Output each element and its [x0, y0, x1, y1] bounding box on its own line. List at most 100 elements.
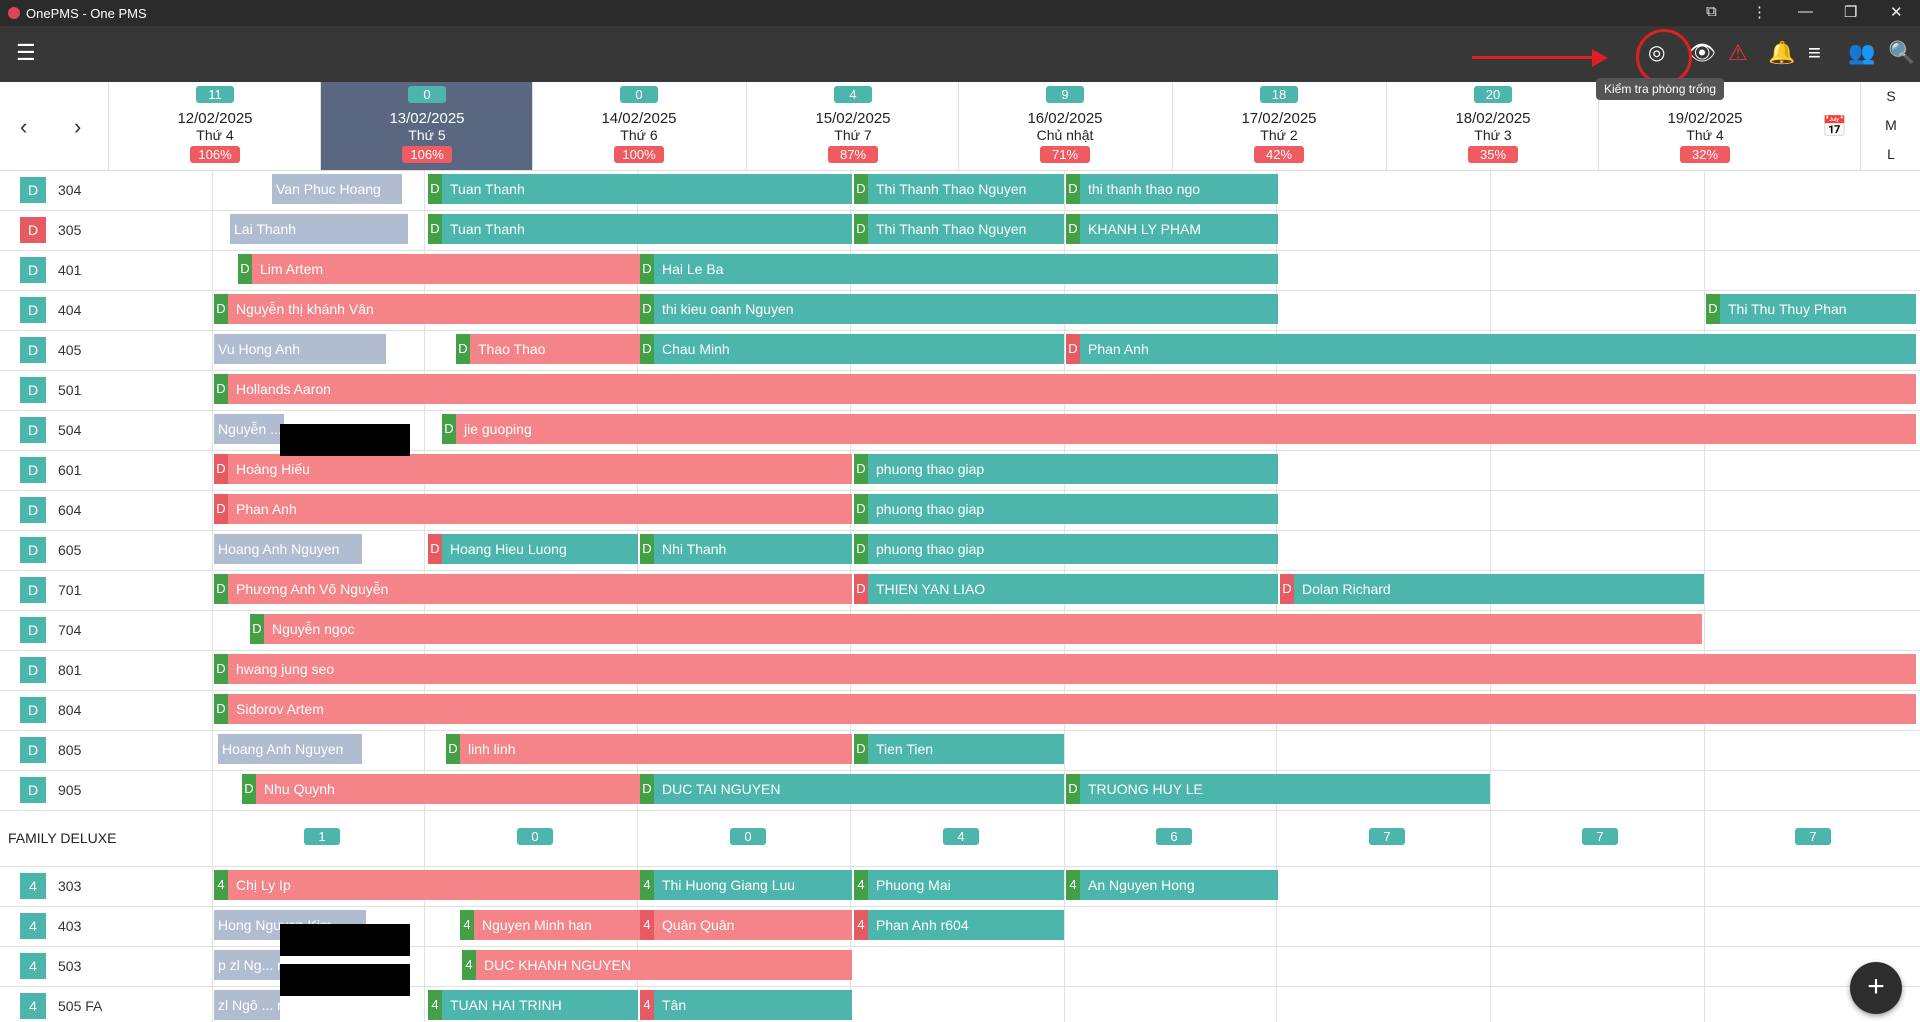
more-options-icon[interactable]: ⋮: [1752, 4, 1767, 21]
restore-button[interactable]: ❐: [1844, 4, 1858, 21]
next-arrow-icon[interactable]: ›: [74, 114, 82, 139]
room-status-badge[interactable]: D: [20, 737, 46, 763]
prev-arrow-icon[interactable]: ‹: [20, 114, 28, 139]
booking-bar[interactable]: D Chau Minh: [640, 334, 1064, 364]
booking-bar[interactable]: D Thi Thanh Thao Nguyen: [854, 174, 1064, 204]
booking-bar[interactable]: D Nhi Thanh: [640, 534, 852, 564]
date-column[interactable]: 0 13/02/2025 Thứ 5 106%: [320, 82, 533, 170]
list-icon[interactable]: ≡: [1808, 40, 1821, 65]
eye-icon[interactable]: 👁: [1688, 40, 1716, 65]
room-status-badge[interactable]: D: [20, 417, 46, 443]
booking-bar[interactable]: Nguyễn ...: [214, 414, 284, 444]
calendar-icon[interactable]: 📅: [1822, 116, 1847, 138]
booking-bar[interactable]: Hoang Anh Nguyen: [218, 734, 362, 764]
notification-bell-icon[interactable]: 🔔: [1768, 40, 1796, 65]
room-status-badge[interactable]: D: [20, 657, 46, 683]
booking-bar[interactable]: 4 Phuong Mai: [854, 870, 1064, 900]
booking-bar[interactable]: D Phương Anh Võ Nguyễn: [214, 574, 852, 604]
date-column[interactable]: 0 14/02/2025 Thứ 6 100%: [532, 82, 745, 170]
booking-bar[interactable]: D Hollands Aaron: [214, 374, 1916, 404]
booking-bar[interactable]: Lai Thanh: [230, 214, 408, 244]
date-column[interactable]: 19/02/2025 Thứ 4 32%: [1598, 82, 1811, 170]
booking-bar[interactable]: D KHANH LY PHAM: [1066, 214, 1278, 244]
booking-bar[interactable]: D Hai Le Ba: [640, 254, 1278, 284]
booking-bar[interactable]: D Phan Anh: [1066, 334, 1916, 364]
booking-bar[interactable]: D TRUONG HUY LE: [1066, 774, 1490, 804]
date-column[interactable]: 4 15/02/2025 Thứ 7 87%: [746, 82, 959, 170]
date-column[interactable]: 9 16/02/2025 Chủ nhật 71%: [958, 82, 1171, 170]
minimize-button[interactable]: —: [1798, 3, 1813, 20]
booking-bar[interactable]: D Phan Anh: [214, 494, 852, 524]
room-status-badge[interactable]: D: [20, 377, 46, 403]
booking-bar[interactable]: 4 DUC KHANH NGUYEN: [462, 950, 852, 980]
booking-bar[interactable]: Van Phuc Hoang: [272, 174, 402, 204]
date-column[interactable]: 11 12/02/2025 Thứ 4 106%: [108, 82, 321, 170]
booking-bar[interactable]: D THIEN YAN LIAO: [854, 574, 1278, 604]
booking-bar[interactable]: D Thao Thao: [456, 334, 640, 364]
booking-bar[interactable]: D Tuan Thanh: [428, 174, 852, 204]
booking-bar[interactable]: D Dolan Richard: [1280, 574, 1704, 604]
add-guest-icon[interactable]: 👥: [1848, 40, 1876, 65]
booking-bar[interactable]: 4 Chị Ly Ip: [214, 870, 640, 900]
room-status-badge[interactable]: D: [20, 297, 46, 323]
booking-bar[interactable]: D Thi Thu Thuy Phan: [1706, 294, 1916, 324]
booking-bar[interactable]: D DUC TAI NGUYEN: [640, 774, 1064, 804]
booking-bar[interactable]: D Nhu Quynh: [242, 774, 640, 804]
booking-bar[interactable]: Hoang Anh Nguyen: [214, 534, 362, 564]
room-status-badge[interactable]: 4: [20, 873, 46, 899]
room-status-badge[interactable]: D: [20, 777, 46, 803]
room-status-badge[interactable]: D: [20, 177, 46, 203]
size-l-button[interactable]: L: [1887, 146, 1895, 162]
booking-bar[interactable]: 4 An Nguyen Hong: [1066, 870, 1278, 900]
date-column[interactable]: 20 18/02/2025 Thứ 3 35%: [1386, 82, 1599, 170]
booking-bar[interactable]: D Hoang Hieu Luong: [428, 534, 638, 564]
date-column[interactable]: 18 17/02/2025 Thứ 2 42%: [1172, 82, 1385, 170]
room-status-badge[interactable]: D: [20, 217, 46, 243]
room-status-badge[interactable]: D: [20, 697, 46, 723]
size-s-button[interactable]: S: [1886, 88, 1896, 104]
room-status-badge[interactable]: D: [20, 537, 46, 563]
size-m-button[interactable]: M: [1885, 117, 1897, 133]
booking-bar[interactable]: D Lim Artem: [238, 254, 640, 284]
room-status-badge[interactable]: D: [20, 577, 46, 603]
room-status-badge[interactable]: D: [20, 257, 46, 283]
booking-bar[interactable]: D Sidorov Artem: [214, 694, 1916, 724]
booking-bar[interactable]: Vu Hong Anh: [214, 334, 386, 364]
booking-bar[interactable]: D Tuan Thanh: [428, 214, 852, 244]
booking-bar[interactable]: D Hoàng Hiếu: [214, 454, 852, 484]
room-status-badge[interactable]: D: [20, 617, 46, 643]
booking-bar[interactable]: D Nguyễn thị khánh Vân: [214, 294, 640, 324]
close-button[interactable]: ✕: [1890, 4, 1903, 21]
booking-bar[interactable]: 4 Tân: [640, 990, 852, 1020]
menu-icon[interactable]: ☰: [16, 40, 36, 65]
booking-bar[interactable]: p zl Ng... n: [214, 950, 280, 980]
room-status-badge[interactable]: 4: [20, 953, 46, 979]
extensions-icon[interactable]: ⧉: [1706, 3, 1717, 20]
room-status-badge[interactable]: D: [20, 497, 46, 523]
room-status-badge[interactable]: 4: [20, 993, 46, 1019]
search-icon[interactable]: 🔍: [1888, 40, 1916, 65]
booking-bar[interactable]: D Thi Thanh Thao Nguyen: [854, 214, 1064, 244]
booking-bar[interactable]: 4 Nguyen Minh han: [460, 910, 640, 940]
room-status-badge[interactable]: D: [20, 457, 46, 483]
room-status-badge[interactable]: D: [20, 337, 46, 363]
room-status-badge[interactable]: 4: [20, 913, 46, 939]
booking-bar[interactable]: zl Ngô ... n: [214, 990, 280, 1020]
booking-bar[interactable]: 4 Thi Huong Giang Luu: [640, 870, 852, 900]
warning-icon[interactable]: ⚠: [1728, 40, 1748, 65]
booking-bar[interactable]: 4 Quân Quân: [640, 910, 852, 940]
booking-bar[interactable]: D Nguyễn ngọc: [250, 614, 1702, 644]
available-count-badge: 9: [1046, 86, 1084, 103]
booking-bar[interactable]: D Tien Tien: [854, 734, 1064, 764]
add-booking-button[interactable]: +: [1850, 962, 1902, 1014]
booking-bar[interactable]: 4 Phan Anh r604: [854, 910, 1064, 940]
booking-bar[interactable]: 4 TUAN HAI TRINH: [428, 990, 638, 1020]
